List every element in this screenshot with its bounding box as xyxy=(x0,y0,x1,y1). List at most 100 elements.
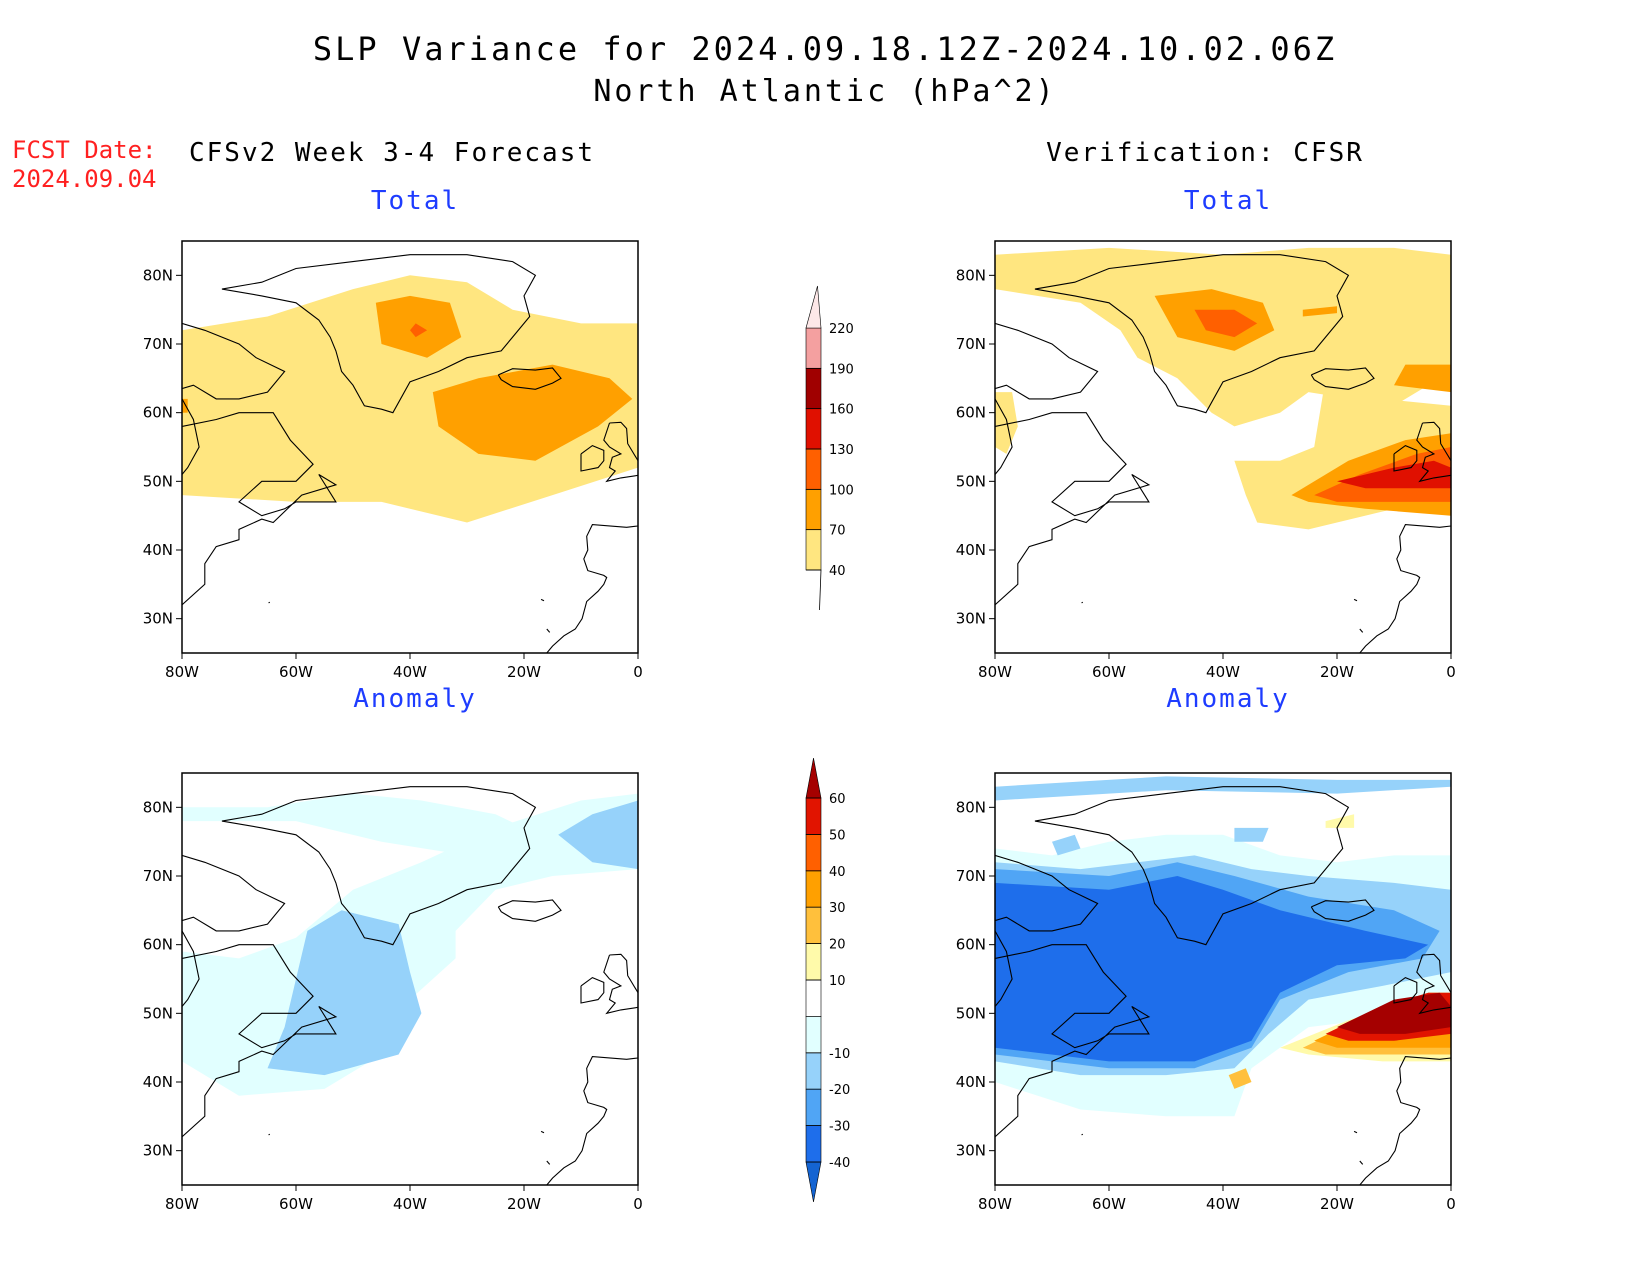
colorbar-box xyxy=(805,834,822,872)
shaded-region-6 xyxy=(1234,827,1269,842)
coastline-0 xyxy=(1034,254,1350,414)
coastline-5 xyxy=(603,953,638,1015)
lat-tick-label: 40N xyxy=(956,541,986,559)
colorbar-label: 40 xyxy=(829,564,846,579)
colorbar-box xyxy=(805,1125,822,1163)
figure-subtitle: North Atlantic (hPa^2) xyxy=(593,74,1057,109)
colorbar-label: 40 xyxy=(829,865,846,880)
shaded-region-9 xyxy=(1302,306,1337,317)
lat-tick-label: 60N xyxy=(956,936,986,954)
coastline-10 xyxy=(268,601,271,604)
lon-tick-label: 0 xyxy=(633,1195,643,1213)
coastline-3 xyxy=(995,944,1151,1138)
coastline-4 xyxy=(497,899,562,922)
panel-title-verification-total: Total xyxy=(1183,186,1273,216)
coastline-8 xyxy=(540,1130,545,1134)
lon-tick-label: 20W xyxy=(1320,663,1354,681)
lon-tick-label: 40W xyxy=(1206,663,1240,681)
lat-tick-label: 40N xyxy=(143,1073,173,1091)
coastline-3 xyxy=(182,412,338,606)
lat-tick-label: 30N xyxy=(143,1142,173,1160)
coastline-0 xyxy=(221,786,537,946)
coastline-4 xyxy=(1310,367,1375,390)
coastline-10 xyxy=(268,1133,271,1136)
lat-tick-label: 50N xyxy=(143,1004,173,1022)
lon-tick-label: 80W xyxy=(978,663,1012,681)
coastline-10 xyxy=(1081,601,1084,604)
panel-title-forecast-total: Total xyxy=(370,186,460,216)
map-panel-forecast-anomaly: 80N 70N 60N 50N 40N 30N 80W 60W 40W 20W 0 xyxy=(143,772,643,1213)
coastline-5 xyxy=(603,421,638,483)
figure-title: SLP Variance for 2024.09.18.12Z-2024.10.… xyxy=(312,30,1338,68)
coastline-0 xyxy=(221,254,537,414)
colorbar-box xyxy=(805,797,822,835)
colorbar-label: 130 xyxy=(829,443,854,458)
shaded-region-12 xyxy=(1325,814,1355,828)
fcst-date: FCST Date: 2024.09.04 xyxy=(12,136,157,194)
map-panel-forecast-total: 80N 70N 60N 50N 40N 30N 80W 60W 40W 20W 0 xyxy=(143,240,643,681)
lat-tick-label: 80N xyxy=(143,798,173,816)
shaded-region-13 xyxy=(1228,1068,1252,1089)
coastline-6 xyxy=(580,976,605,1004)
lon-tick-label: 60W xyxy=(1092,663,1126,681)
shaded-region-4 xyxy=(1194,309,1258,338)
colorbar-label: -30 xyxy=(829,1120,850,1135)
coastline-1 xyxy=(995,854,1099,932)
lat-tick-label: 50N xyxy=(956,472,986,490)
colorbar-label: 190 xyxy=(829,362,854,377)
coastline-9 xyxy=(1359,1160,1364,1165)
lat-tick-label: 70N xyxy=(956,335,986,353)
colorbar-label: 30 xyxy=(829,901,846,916)
colorbar-box xyxy=(805,1016,822,1054)
coastline-2 xyxy=(995,930,1013,1007)
coastline-1 xyxy=(182,854,286,932)
coastline-5 xyxy=(1416,421,1451,483)
lon-tick-label: 60W xyxy=(279,1195,313,1213)
lat-tick-label: 70N xyxy=(956,867,986,885)
colorbar-box xyxy=(805,489,822,530)
colorbar-label: 160 xyxy=(829,403,854,418)
coastline-9 xyxy=(546,1160,551,1165)
lat-tick-label: 50N xyxy=(143,472,173,490)
colorbar-box xyxy=(805,408,822,450)
lat-tick-label: 70N xyxy=(143,867,173,885)
lat-tick-label: 80N xyxy=(956,266,986,284)
lat-tick-label: 60N xyxy=(143,404,173,422)
colorbar-box xyxy=(805,906,822,944)
map-panel-verification-anomaly: 80N 70N 60N 50N 40N 30N 80W 60W 40W 20W 0 xyxy=(956,772,1456,1213)
lon-tick-label: 0 xyxy=(633,663,643,681)
map-panel-verification-total: 80N 70N 60N 50N 40N 30N 80W 60W 40W 20W 0 xyxy=(956,240,1456,681)
colorbar-box xyxy=(805,327,822,369)
lon-tick-label: 20W xyxy=(1320,1195,1354,1213)
lon-tick-label: 0 xyxy=(1446,1195,1456,1213)
colorbar-label: -40 xyxy=(829,1156,850,1171)
lon-tick-label: 40W xyxy=(393,1195,427,1213)
coastline-2 xyxy=(182,398,200,475)
colorbar-box xyxy=(805,368,822,409)
colorbar-label: 220 xyxy=(829,322,854,337)
coastline-8 xyxy=(1353,1130,1358,1134)
lon-tick-label: 80W xyxy=(978,1195,1012,1213)
shaded-region-0 xyxy=(182,275,638,523)
lon-tick-label: 60W xyxy=(1092,1195,1126,1213)
coastline-1 xyxy=(182,322,286,400)
lon-tick-label: 20W xyxy=(507,1195,541,1213)
coastline-3 xyxy=(995,412,1151,606)
coastline-2 xyxy=(182,930,200,1007)
colorbar-box xyxy=(805,943,822,981)
coastline-1 xyxy=(995,322,1099,400)
shaded-region-2 xyxy=(410,323,428,338)
panel-title-verification-anomaly: Anomaly xyxy=(1166,684,1290,714)
colorbar-label: 50 xyxy=(829,828,846,843)
colorbar-box xyxy=(805,979,822,1017)
shaded-region-4 xyxy=(995,776,1451,801)
lon-tick-label: 60W xyxy=(279,663,313,681)
coastline-7 xyxy=(546,524,638,653)
coastline-7 xyxy=(1359,524,1451,653)
lon-tick-label: 80W xyxy=(165,663,199,681)
lon-tick-label: 0 xyxy=(1446,663,1456,681)
lat-tick-label: 70N xyxy=(143,335,173,353)
coastline-5 xyxy=(1416,953,1451,1015)
colorbar-label: -20 xyxy=(829,1083,850,1098)
